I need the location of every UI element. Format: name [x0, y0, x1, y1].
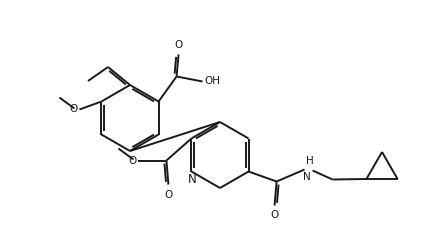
- Text: OH: OH: [205, 76, 221, 86]
- Text: H: H: [306, 157, 313, 167]
- Text: N: N: [188, 173, 197, 186]
- Text: O: O: [175, 40, 183, 50]
- Text: O: O: [270, 210, 279, 220]
- Text: O: O: [128, 155, 136, 165]
- Text: O: O: [69, 104, 77, 114]
- Text: O: O: [164, 189, 172, 199]
- Text: N: N: [303, 172, 310, 182]
